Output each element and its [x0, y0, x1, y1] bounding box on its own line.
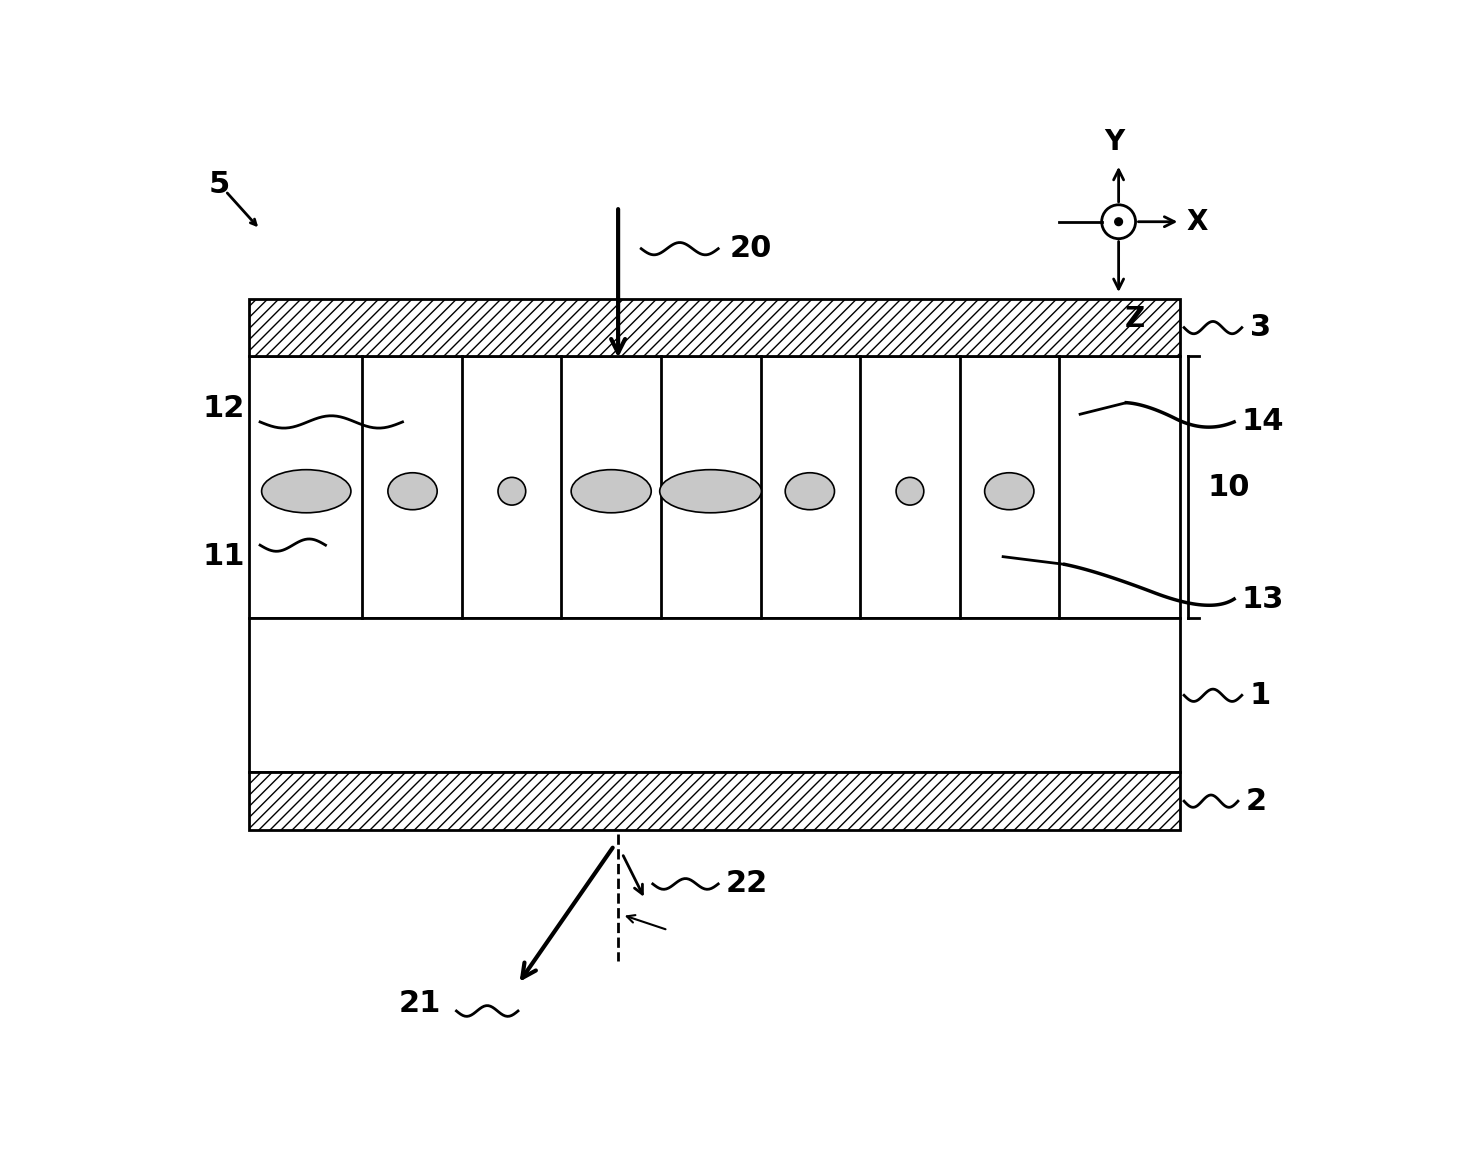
Ellipse shape — [985, 473, 1034, 510]
Bar — [249, 298, 1180, 357]
Ellipse shape — [261, 470, 350, 513]
Bar — [249, 357, 1180, 619]
Bar — [249, 772, 1180, 830]
Text: 14: 14 — [1242, 407, 1284, 437]
Ellipse shape — [572, 470, 651, 513]
Ellipse shape — [786, 473, 834, 510]
Bar — [249, 619, 1180, 772]
Text: 13: 13 — [1242, 585, 1284, 614]
Text: 21: 21 — [399, 989, 441, 1018]
Text: X: X — [1186, 208, 1208, 236]
Text: 12: 12 — [202, 393, 245, 423]
Text: Z: Z — [1124, 305, 1145, 333]
Text: 20: 20 — [730, 234, 773, 263]
Text: 10: 10 — [1207, 473, 1249, 501]
Circle shape — [1114, 218, 1123, 225]
Ellipse shape — [498, 478, 526, 505]
Text: 1: 1 — [1249, 681, 1271, 710]
Text: 5: 5 — [208, 170, 230, 200]
Ellipse shape — [660, 470, 761, 513]
Text: 2: 2 — [1246, 787, 1267, 816]
Text: 3: 3 — [1249, 313, 1271, 342]
Text: 22: 22 — [726, 870, 768, 898]
Text: Y: Y — [1105, 128, 1124, 156]
Ellipse shape — [896, 478, 924, 505]
Ellipse shape — [388, 473, 437, 510]
Text: 11: 11 — [202, 542, 245, 572]
